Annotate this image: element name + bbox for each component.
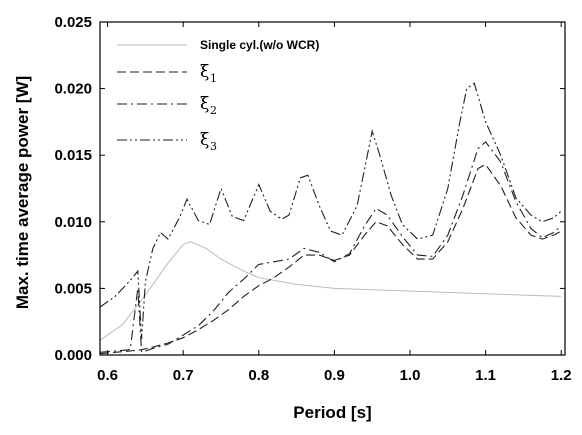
x-tick-label: 0.6 — [97, 367, 118, 384]
legend-label-sub-4: 3 — [210, 140, 217, 153]
legend-label-3: ξ — [200, 94, 209, 114]
x-tick-label: 0.8 — [248, 367, 269, 384]
series-line-3 — [100, 141, 562, 354]
x-tick-label: 1.1 — [475, 367, 496, 384]
x-axis: 0.6 0.7 0.8 0.9 1.0 1.1 1.2 — [97, 22, 572, 384]
legend-label-4: ξ — [200, 130, 209, 150]
series-line-1 — [100, 241, 562, 341]
series-line-4 — [100, 82, 562, 340]
y-tick-label: 0.005 — [54, 280, 92, 297]
x-tick-label: 0.7 — [173, 367, 194, 384]
y-tick-label: 0.020 — [54, 81, 92, 98]
legend-label-2: ξ — [200, 62, 209, 82]
y-axis-title: Max. time average power [W] — [13, 76, 32, 309]
y-axis: 0.000 0.005 0.010 0.015 0.020 0.025 — [54, 14, 565, 364]
y-tick-label: 0.010 — [54, 214, 92, 231]
y-tick-label: 0.025 — [54, 14, 92, 31]
legend-label-sub-2: 1 — [210, 72, 217, 85]
y-tick-label: 0.000 — [54, 347, 92, 364]
plot-frame — [99, 21, 566, 356]
x-tick-label: 1.2 — [551, 367, 572, 384]
y-tick-label: 0.015 — [54, 147, 92, 164]
legend-label-1: Single cyl.(w/o WCR) — [200, 38, 319, 52]
x-tick-label: 0.9 — [324, 367, 345, 384]
legend-label-sub-3: 2 — [210, 104, 217, 117]
plot-area — [100, 82, 562, 355]
x-axis-title: Period [s] — [293, 403, 371, 422]
legend: Single cyl.(w/o WCR)ξ 1ξ 2ξ 3 — [117, 38, 319, 153]
x-tick-label: 1.0 — [400, 367, 421, 384]
